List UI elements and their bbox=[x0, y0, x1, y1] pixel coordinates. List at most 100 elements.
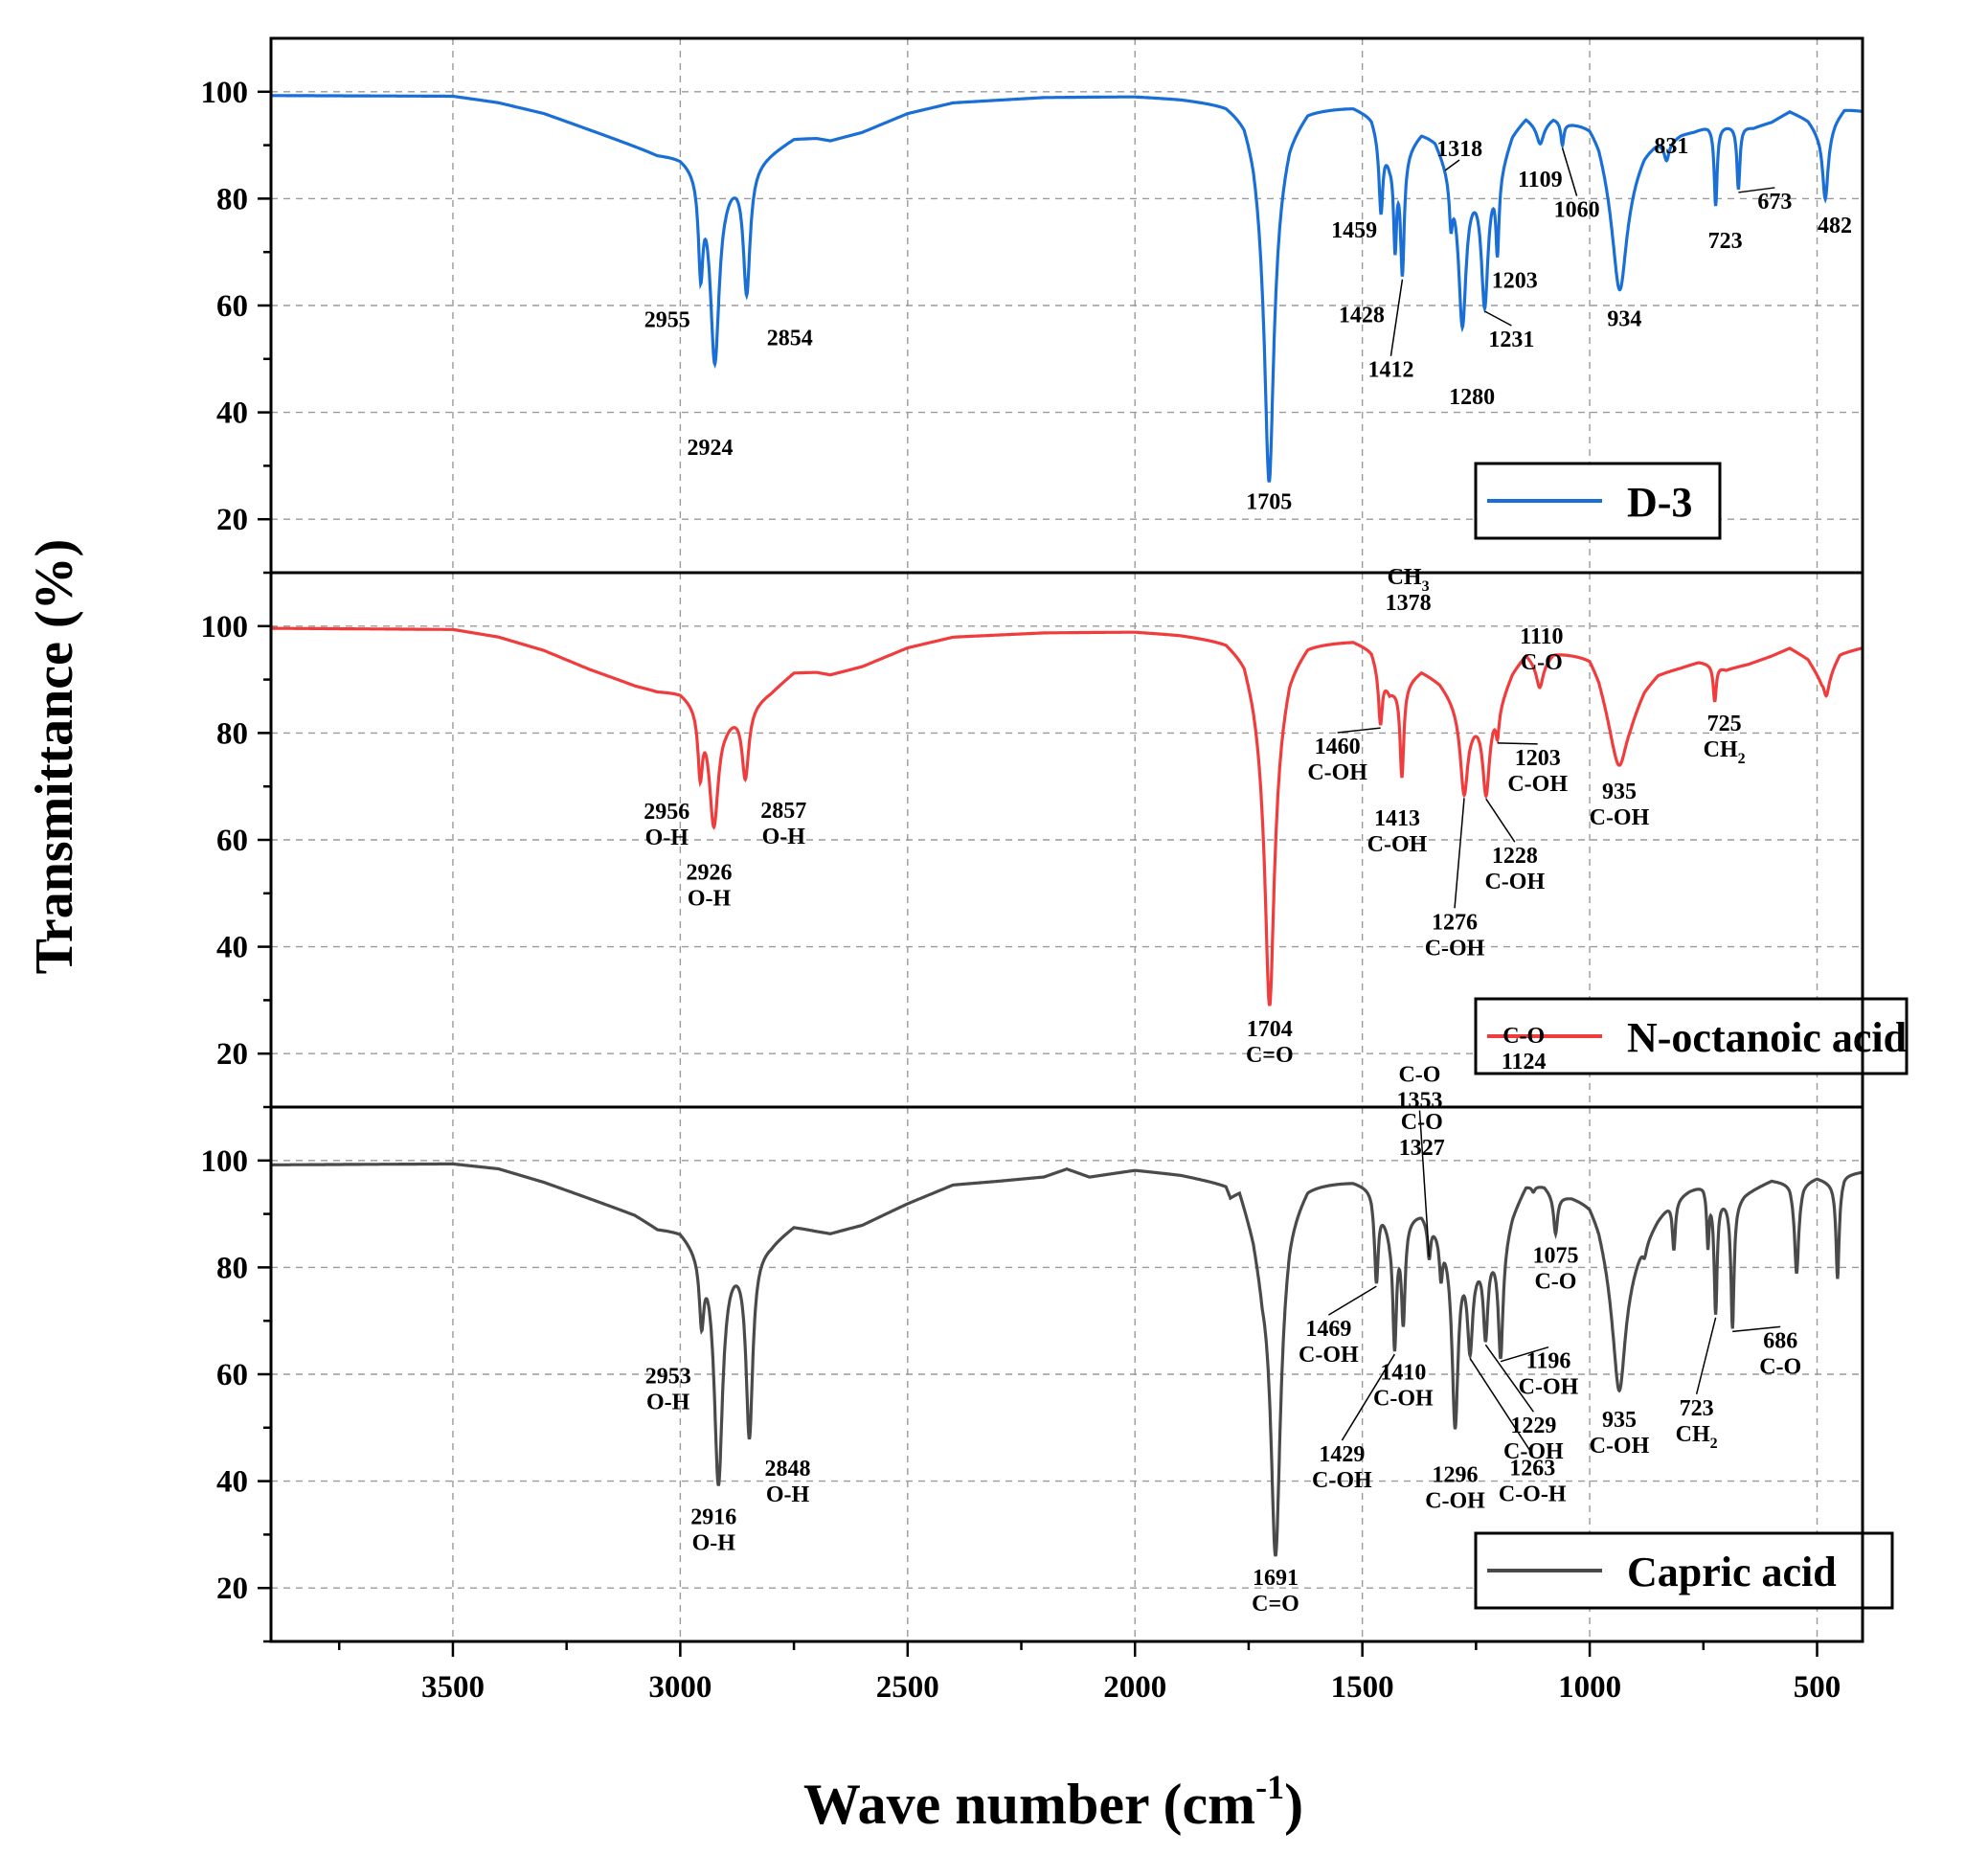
peak-label: 1276 bbox=[1432, 910, 1478, 935]
peak-label: 2953 bbox=[645, 1365, 691, 1390]
peak-label: C=O bbox=[1246, 1043, 1294, 1068]
annotation-leader bbox=[1484, 310, 1512, 327]
peak-label: C-OH bbox=[1307, 760, 1367, 785]
peak-label: C-OH bbox=[1425, 936, 1485, 961]
x-axis-title-text: Wave number (cm bbox=[803, 1773, 1255, 1836]
peak-annotations-1: 2955 2924 2854 1705 1459 1428 1412 1318 1280 1231… bbox=[644, 134, 1852, 515]
peak-label: 1280 bbox=[1449, 385, 1495, 410]
peak-label: 1691 bbox=[1253, 1566, 1299, 1591]
peak-label: 934 bbox=[1607, 307, 1641, 332]
peak-label: 1109 bbox=[1518, 168, 1563, 192]
peak-label: 2956 bbox=[644, 800, 689, 825]
peak-label: 2848 bbox=[765, 1457, 811, 1482]
x-axis-title: Wave number (cm-1) bbox=[803, 1768, 1303, 1836]
peak-label: C-O bbox=[1502, 1024, 1545, 1049]
peak-label: 1378 bbox=[1386, 591, 1432, 616]
peak-label: 1110 bbox=[1520, 624, 1563, 649]
peak-annotations-2: 2956O-H2926O-H2857O-H1704C=O1460C-OH1413… bbox=[644, 565, 1745, 1068]
annotation-leader bbox=[1561, 147, 1578, 196]
legend-label: N-octanoic acid bbox=[1627, 1014, 1907, 1061]
peak-label: 1459 bbox=[1331, 218, 1377, 243]
peak-label: CH2 bbox=[1676, 1422, 1718, 1452]
peak-label: 831 bbox=[1654, 134, 1688, 159]
peak-label: 1428 bbox=[1339, 303, 1385, 328]
spectrum-line-3 bbox=[271, 1162, 1863, 1557]
peak-label: 1327 bbox=[1399, 1136, 1445, 1161]
peak-label: O-H bbox=[766, 1482, 810, 1507]
peak-label: O-H bbox=[762, 825, 806, 849]
peak-label: O-H bbox=[646, 1391, 690, 1415]
peak-label: 935 bbox=[1602, 1408, 1637, 1433]
peak-label: C-OH bbox=[1590, 1434, 1650, 1459]
peak-label: 2955 bbox=[644, 307, 690, 332]
annotation-leader bbox=[1485, 798, 1516, 843]
peak-annotations-3: 2953O-H2916O-H2848O-H1691C=O1469C-OH1429… bbox=[645, 1024, 1802, 1617]
annotation-leader bbox=[1327, 1285, 1377, 1316]
peak-label: CH2 bbox=[1704, 737, 1746, 767]
y-axis-1: 20 40 60 80 100 bbox=[201, 76, 271, 575]
annotation-leader bbox=[1738, 187, 1775, 193]
peak-label: C-O bbox=[1521, 650, 1563, 675]
peak-label: C-OH bbox=[1484, 870, 1545, 894]
peak-label: 1228 bbox=[1492, 844, 1538, 869]
peak-label: C-OH bbox=[1519, 1375, 1579, 1400]
peak-label: C-OH bbox=[1507, 772, 1568, 797]
peak-label: 1410 bbox=[1380, 1360, 1426, 1385]
peak-label: 1469 bbox=[1305, 1317, 1351, 1342]
annotation-leader bbox=[1341, 1353, 1396, 1441]
y-tick-label: 80 bbox=[216, 182, 248, 216]
peak-label: 1196 bbox=[1526, 1349, 1571, 1374]
peak-label: C-O bbox=[1534, 1270, 1576, 1295]
peak-label: 2916 bbox=[690, 1504, 736, 1529]
annotation-leader bbox=[1469, 1358, 1533, 1455]
panel-2: 204060801002956O-H2926O-H2857O-H1704C=O1… bbox=[201, 565, 1909, 1109]
peak-label: C-O bbox=[1401, 1110, 1443, 1135]
y-tick-label: 80 bbox=[216, 1251, 248, 1285]
peak-label: C-OH bbox=[1312, 1468, 1372, 1493]
legend-label: Capric acid bbox=[1627, 1549, 1837, 1595]
y-tick-label: 60 bbox=[216, 1358, 248, 1392]
peak-label: C-OH bbox=[1425, 1488, 1485, 1513]
y-tick-label: 100 bbox=[201, 1144, 249, 1179]
peak-label: C=O bbox=[1252, 1592, 1299, 1617]
peak-label: 1203 bbox=[1492, 269, 1538, 294]
peak-label: 1318 bbox=[1436, 137, 1482, 162]
peak-label: 725 bbox=[1707, 712, 1742, 736]
x-axis-title-close: ) bbox=[1284, 1773, 1303, 1836]
y-tick-label: 100 bbox=[201, 76, 249, 110]
x-tick-label: 2500 bbox=[876, 1670, 939, 1705]
y-axis-3: 20 40 60 80 100 bbox=[201, 1144, 271, 1643]
peak-label: C-OH bbox=[1373, 1386, 1434, 1411]
peak-label: 686 bbox=[1763, 1328, 1797, 1353]
peak-label: 673 bbox=[1757, 190, 1792, 215]
peak-label: O-H bbox=[692, 1530, 736, 1555]
peak-label: 2924 bbox=[687, 436, 733, 461]
peak-label: 1429 bbox=[1319, 1442, 1365, 1467]
y-axis-title: Transmittance (%) bbox=[25, 539, 84, 975]
y-tick-label: 60 bbox=[216, 289, 248, 324]
peak-label: O-H bbox=[688, 887, 732, 912]
peak-label: C-OH bbox=[1367, 832, 1428, 857]
annotation-leader bbox=[1454, 798, 1465, 909]
y-tick-label: 40 bbox=[216, 931, 248, 965]
peak-label: C-O-H bbox=[1499, 1482, 1567, 1507]
peak-label: 1704 bbox=[1247, 1017, 1293, 1042]
peak-label: 1353 bbox=[1396, 1089, 1442, 1114]
annotation-leader bbox=[1497, 742, 1538, 745]
peak-label: 2854 bbox=[767, 326, 813, 351]
y-tick-label: 100 bbox=[201, 610, 249, 645]
peak-label: 1460 bbox=[1315, 735, 1361, 759]
peak-label: 1296 bbox=[1433, 1462, 1479, 1487]
peak-label: C-OH bbox=[1503, 1439, 1564, 1464]
annotation-leader bbox=[1418, 1110, 1431, 1257]
peak-label: 2926 bbox=[687, 861, 733, 886]
peak-label: 1412 bbox=[1367, 358, 1413, 383]
annotation-leader bbox=[1337, 727, 1381, 734]
y-tick-label: 40 bbox=[216, 1465, 248, 1500]
peak-label: 1231 bbox=[1488, 328, 1534, 352]
legend-1: D-3 bbox=[1474, 462, 1722, 540]
peak-label: 2857 bbox=[760, 799, 806, 824]
x-tick-label: 1000 bbox=[1558, 1670, 1621, 1705]
peak-label: 1413 bbox=[1374, 806, 1420, 831]
y-tick-label: 20 bbox=[216, 503, 248, 537]
